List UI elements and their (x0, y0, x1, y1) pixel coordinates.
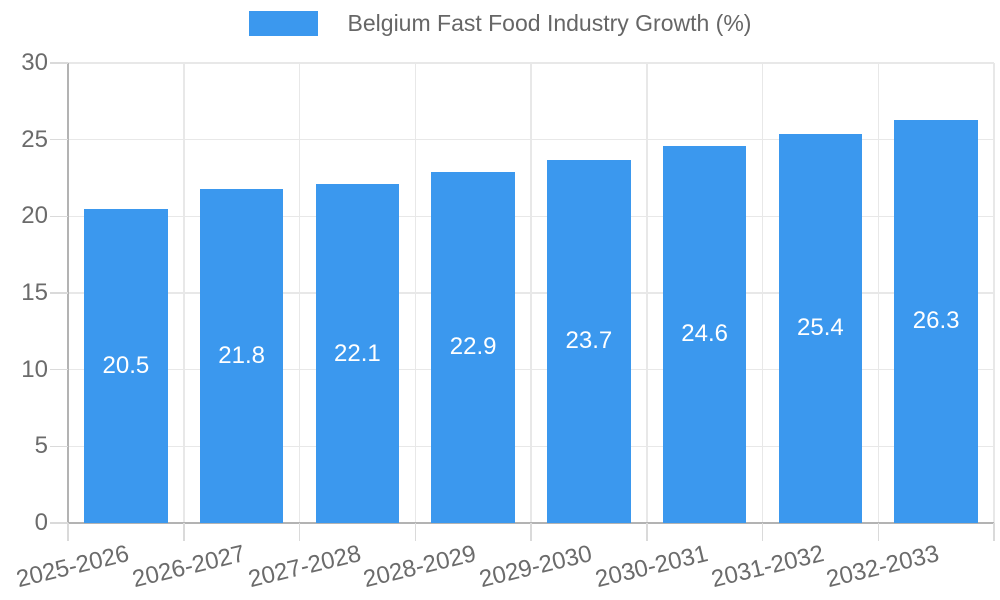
x-gridline (993, 63, 995, 523)
x-axis-tick-label: 2027-2028 (245, 540, 364, 594)
bar-2026-2027[interactable]: 21.8 (199, 188, 284, 523)
bar-value-label: 22.1 (334, 339, 381, 367)
y-axis-line (67, 63, 69, 541)
bar-2031-2032[interactable]: 25.4 (778, 133, 863, 523)
y-axis-tick-label: 15 (21, 279, 48, 306)
x-axis-tick-label: 2030-2031 (592, 540, 711, 594)
bar-2027-2028[interactable]: 22.1 (315, 184, 400, 523)
y-tick-mark (50, 292, 68, 294)
y-tick-mark (50, 445, 68, 448)
x-tick-mark (414, 523, 416, 541)
bar-value-label: 23.7 (565, 327, 613, 355)
x-tick-mark (646, 523, 648, 541)
x-tick-mark (761, 523, 764, 541)
y-tick-mark (50, 215, 68, 218)
x-tick-mark (993, 523, 995, 541)
bar-2032-2033[interactable]: 26.3 (894, 119, 978, 523)
x-axis-tick-label: 2032-2033 (824, 540, 942, 594)
x-axis-tick-label: 2025-2026 (13, 540, 132, 594)
bar-value-label: 22.9 (449, 333, 497, 361)
legend-item[interactable]: Belgium Fast Food Industry Growth (%) (248, 9, 752, 36)
x-tick-mark (530, 523, 532, 541)
bar-value-label: 25.4 (797, 314, 844, 342)
x-gridline (646, 63, 648, 523)
y-axis-tick-label: 5 (34, 432, 48, 460)
x-axis-tick-label: 2029-2030 (476, 540, 595, 594)
legend-label: Belgium Fast Food Industry Growth (%) (347, 9, 752, 36)
bar-value-label: 20.5 (102, 351, 150, 379)
y-axis-tick-label: 10 (21, 355, 48, 383)
x-gridline (298, 63, 301, 523)
bar-2025-2026[interactable]: 20.5 (84, 208, 168, 523)
bar-value-label: 21.8 (218, 341, 265, 369)
x-gridline (530, 63, 532, 523)
x-gridline (414, 63, 416, 523)
y-tick-mark (50, 62, 68, 64)
x-axis-tick-label: 2028-2029 (361, 540, 479, 594)
x-gridline (761, 63, 764, 523)
x-tick-mark (877, 523, 879, 541)
y-axis-tick-label: 20 (21, 202, 48, 230)
y-axis-tick-label: 30 (21, 49, 48, 76)
legend-swatch (248, 10, 318, 36)
y-axis-tick-label: 25 (21, 125, 48, 153)
bar-2028-2029[interactable]: 22.9 (431, 171, 515, 523)
bar-2029-2030[interactable]: 23.7 (547, 159, 631, 523)
x-tick-mark (183, 523, 185, 541)
x-tick-mark (67, 523, 69, 541)
y-axis-tick-label: 0 (34, 509, 48, 536)
x-axis-line (50, 522, 994, 524)
bar-2030-2031[interactable]: 24.6 (662, 145, 747, 523)
bar-value-label: 24.6 (681, 320, 728, 348)
x-gridline (183, 63, 185, 523)
x-gridline (877, 63, 879, 523)
chart-legend: Belgium Fast Food Industry Growth (%) (0, 0, 1000, 46)
bar-value-label: 26.3 (912, 307, 960, 335)
x-axis-tick-label: 2026-2027 (129, 540, 248, 594)
x-axis-tick-label: 2031-2032 (708, 540, 827, 594)
y-tick-mark (50, 522, 68, 524)
y-tick-mark (50, 138, 68, 141)
x-tick-mark (298, 523, 301, 541)
y-tick-mark (50, 368, 68, 371)
